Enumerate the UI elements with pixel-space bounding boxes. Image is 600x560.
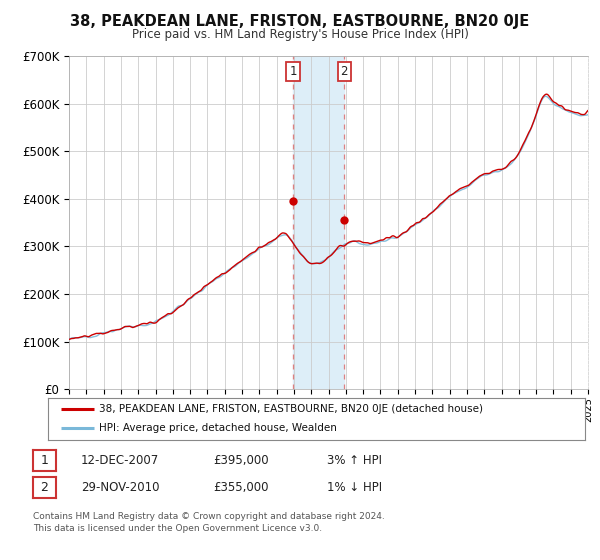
Text: 1: 1 (289, 65, 297, 78)
Text: Price paid vs. HM Land Registry's House Price Index (HPI): Price paid vs. HM Land Registry's House … (131, 28, 469, 41)
Text: This data is licensed under the Open Government Licence v3.0.: This data is licensed under the Open Gov… (33, 524, 322, 533)
Text: 29-NOV-2010: 29-NOV-2010 (81, 480, 160, 494)
Text: 1: 1 (40, 454, 49, 467)
Text: £395,000: £395,000 (213, 454, 269, 467)
Text: HPI: Average price, detached house, Wealden: HPI: Average price, detached house, Weal… (99, 423, 337, 433)
Text: 3% ↑ HPI: 3% ↑ HPI (327, 454, 382, 467)
Text: 38, PEAKDEAN LANE, FRISTON, EASTBOURNE, BN20 0JE (detached house): 38, PEAKDEAN LANE, FRISTON, EASTBOURNE, … (99, 404, 483, 414)
Text: 38, PEAKDEAN LANE, FRISTON, EASTBOURNE, BN20 0JE: 38, PEAKDEAN LANE, FRISTON, EASTBOURNE, … (70, 14, 530, 29)
Text: 2: 2 (340, 65, 348, 78)
Text: 2: 2 (40, 480, 49, 494)
Text: Contains HM Land Registry data © Crown copyright and database right 2024.: Contains HM Land Registry data © Crown c… (33, 512, 385, 521)
Text: £355,000: £355,000 (213, 480, 269, 494)
Text: 1% ↓ HPI: 1% ↓ HPI (327, 480, 382, 494)
Bar (293, 56, 344, 389)
Text: 12-DEC-2007: 12-DEC-2007 (81, 454, 159, 467)
